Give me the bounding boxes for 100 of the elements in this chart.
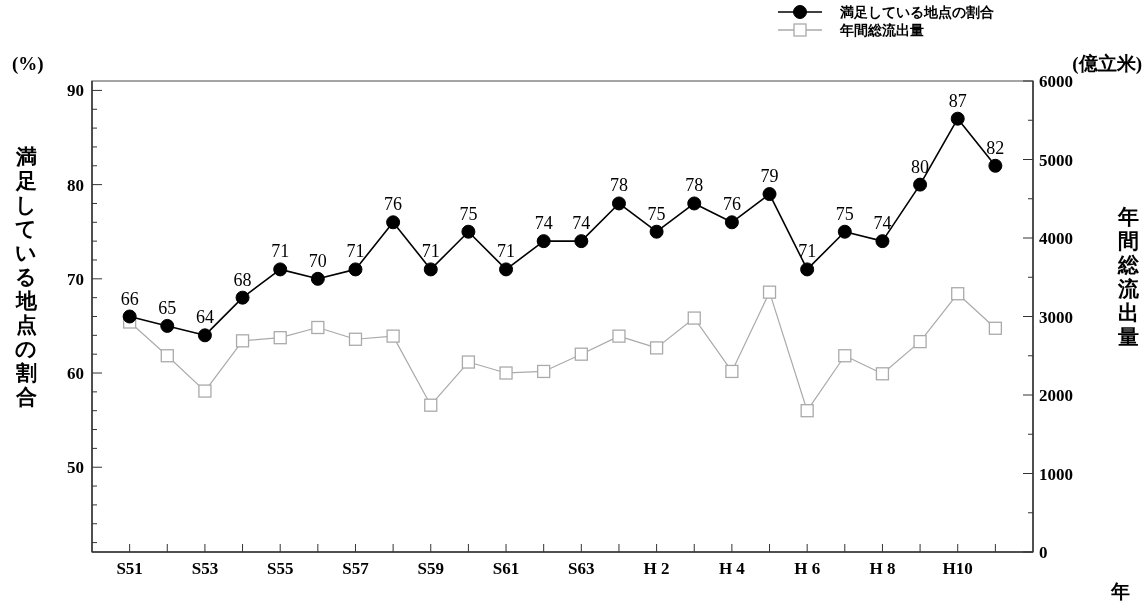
data-label: 66 xyxy=(120,288,139,309)
point xyxy=(537,364,551,379)
point xyxy=(800,404,814,418)
data-label: 74 xyxy=(873,213,892,234)
text: (%) xyxy=(12,53,44,75)
data-label: 75 xyxy=(835,203,854,224)
data-label: 79 xyxy=(760,166,779,187)
point xyxy=(499,366,513,380)
point xyxy=(875,234,890,249)
data-label: 71 xyxy=(798,241,817,262)
data-label: 78 xyxy=(609,175,628,196)
data-label: 78 xyxy=(685,175,704,196)
point xyxy=(574,347,588,361)
y2-tick-label: 2000 xyxy=(1039,386,1073,405)
data-label: 74 xyxy=(572,213,591,234)
point xyxy=(499,262,514,277)
y2-tick-label: 1000 xyxy=(1039,464,1073,484)
x-tick-label: S61 xyxy=(492,559,520,578)
x-tick-label: H 6 xyxy=(794,559,821,578)
y2-tick-label: 4000 xyxy=(1039,229,1073,248)
point xyxy=(800,262,815,277)
y2-axis-title: 年間総流出量 xyxy=(1116,204,1140,349)
text: (億立米) xyxy=(1072,53,1142,75)
point xyxy=(273,331,287,345)
data-label: 74 xyxy=(534,213,553,234)
point xyxy=(235,334,250,348)
data-label: 87 xyxy=(948,90,967,111)
point xyxy=(386,215,401,230)
point xyxy=(913,334,927,349)
data-label: 75 xyxy=(459,203,478,224)
point xyxy=(611,196,626,211)
point xyxy=(423,262,438,277)
x-tick-label: S57 xyxy=(342,559,370,578)
point xyxy=(837,224,852,239)
point xyxy=(762,187,777,202)
data-label: 64 xyxy=(195,307,214,328)
point xyxy=(536,234,551,249)
text: 満足している地点の割合 xyxy=(15,144,37,409)
x-tick-label: S53 xyxy=(191,559,219,578)
point xyxy=(461,355,476,369)
y2-tick-label: 3000 xyxy=(1039,307,1073,327)
point xyxy=(310,271,325,286)
data-label: 76 xyxy=(722,194,741,215)
point xyxy=(612,329,626,343)
point xyxy=(762,285,777,299)
x-tick-label: S63 xyxy=(568,559,595,578)
point xyxy=(386,329,400,343)
x-tick-label: H 2 xyxy=(643,559,670,578)
data-label: 71 xyxy=(346,241,365,262)
point xyxy=(198,384,212,398)
point xyxy=(461,224,476,239)
y-tick-label: 70 xyxy=(67,269,84,289)
data-label: 68 xyxy=(233,269,252,290)
data-label: 75 xyxy=(647,203,666,224)
point xyxy=(122,309,137,324)
x-tick-label: H 4 xyxy=(718,559,746,578)
point xyxy=(160,349,174,363)
point xyxy=(687,311,701,325)
y2-tick-label: 0 xyxy=(1039,543,1048,562)
point xyxy=(724,215,739,230)
y-tick-label: 80 xyxy=(67,175,84,195)
data-label: 80 xyxy=(911,156,930,177)
point xyxy=(311,320,325,335)
point xyxy=(273,262,288,277)
y2-tick-label: 6000 xyxy=(1039,72,1073,91)
data-label: 71 xyxy=(271,241,290,262)
point xyxy=(348,332,363,346)
x-tick-label: S59 xyxy=(417,559,444,578)
point xyxy=(951,287,965,301)
point xyxy=(988,158,1003,173)
point xyxy=(574,234,589,249)
point xyxy=(838,349,852,363)
data-label: 70 xyxy=(308,250,327,271)
point xyxy=(348,262,363,277)
data-label: 65 xyxy=(158,297,177,318)
x-tick-label: H 8 xyxy=(869,559,896,578)
data-label: 71 xyxy=(497,241,516,262)
data-label: 71 xyxy=(421,241,440,262)
point xyxy=(197,328,212,343)
point xyxy=(235,290,250,305)
point xyxy=(875,367,890,381)
y-tick-label: 90 xyxy=(67,81,84,101)
point xyxy=(913,177,928,192)
point xyxy=(687,196,702,211)
data-label: 82 xyxy=(986,137,1005,158)
y-tick-label: 60 xyxy=(67,364,84,384)
data-label: 76 xyxy=(384,194,403,215)
point xyxy=(725,364,739,379)
point xyxy=(160,318,175,333)
x-tick-label: H10 xyxy=(942,559,973,578)
point xyxy=(988,321,1003,335)
point xyxy=(649,224,664,239)
point xyxy=(424,398,438,412)
x-axis-title: 年 xyxy=(1109,581,1130,602)
point xyxy=(950,111,965,126)
x-tick-label: S55 xyxy=(266,559,294,578)
y-tick-label: 50 xyxy=(67,458,84,478)
point xyxy=(649,341,664,355)
x-tick-label: S51 xyxy=(116,559,143,578)
y2-tick-label: 5000 xyxy=(1039,150,1073,170)
